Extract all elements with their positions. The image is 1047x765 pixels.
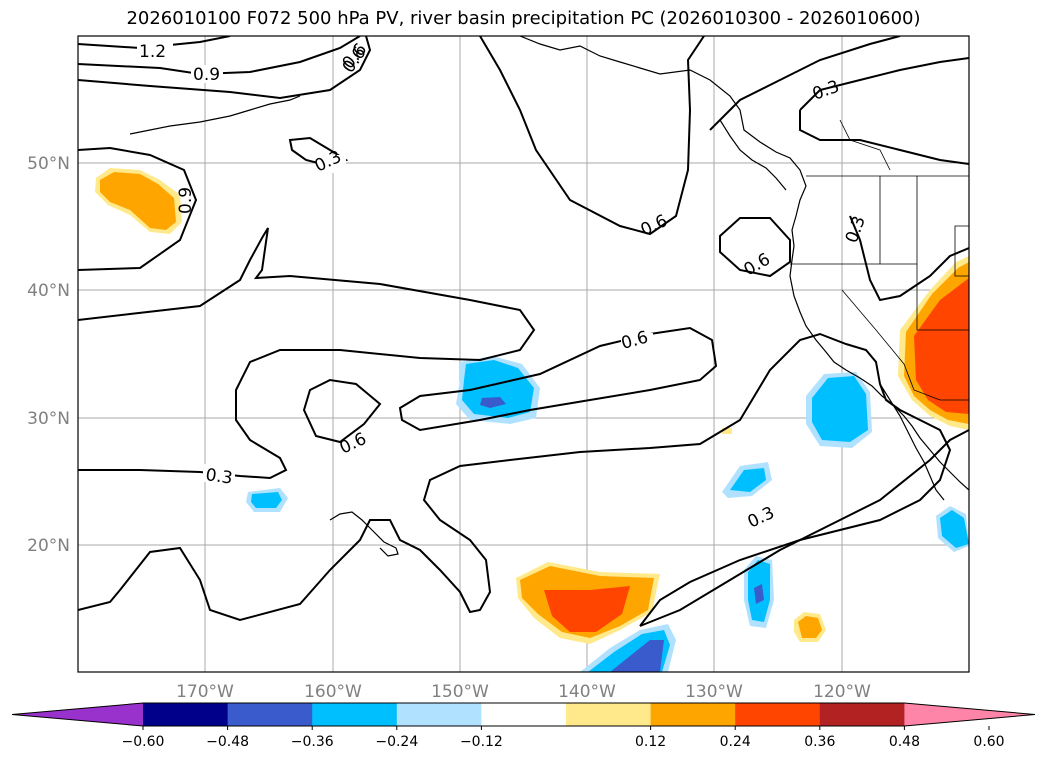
colorbar-extend-max	[904, 703, 1035, 726]
coastline-hawaii	[329, 511, 399, 557]
colorbar-tick-label: 0.12	[635, 734, 666, 750]
precip-shading	[95, 168, 969, 672]
precip-area-positive	[914, 278, 969, 414]
lat-label-30n: 30°N	[27, 409, 70, 429]
colorbar-tick-label: 0.48	[889, 734, 920, 750]
pv-contour	[302, 378, 382, 444]
colorbar-segment	[481, 703, 567, 726]
colorbar-tick-label: −0.60	[122, 734, 165, 750]
lon-label-150w: 150°W	[431, 682, 489, 702]
lon-label-120w: 120°W	[813, 682, 871, 702]
precip-area-negative	[730, 468, 766, 492]
map-frame	[77, 35, 970, 673]
precip-area-negative	[480, 397, 506, 408]
pv-contour	[799, 110, 969, 165]
precip-area-negative	[610, 640, 664, 672]
colorbar-tick-label: 0.60	[973, 734, 1004, 750]
coastline-alaska	[519, 36, 969, 491]
lon-label-130w: 130°W	[685, 682, 743, 702]
colorbar-tick-label: 0.36	[804, 734, 835, 750]
lon-label-160w: 160°W	[304, 682, 362, 702]
coastline-aleutians	[129, 95, 301, 135]
borders	[790, 119, 969, 401]
lat-label-40n: 40°N	[27, 281, 70, 301]
colorbar: −0.60 −0.48 −0.36 −0.24 −0.12 0.12 0.24 0.36 0.4…	[11, 702, 1036, 750]
lon-label-170w: 170°W	[176, 682, 234, 702]
precip-area-positive	[100, 172, 176, 230]
lat-label-20n: 20°N	[27, 536, 70, 556]
precip-area-negative	[754, 584, 764, 604]
colorbar-extend-min	[12, 703, 143, 726]
coastlines	[129, 36, 969, 557]
coastline-bc	[719, 119, 787, 191]
pv-contour	[78, 36, 361, 76]
colorbar-tick-label: −0.36	[291, 734, 334, 750]
colorbar-segment	[819, 703, 905, 726]
pv-contours	[78, 36, 969, 627]
colorbar-tick-label: −0.12	[460, 734, 503, 750]
colorbar-segment	[143, 703, 229, 726]
lat-labels: 50°N 40°N 30°N 20°N	[27, 154, 70, 556]
coastline-baja	[879, 383, 945, 501]
pv-contour	[479, 36, 705, 236]
pv-contour	[799, 57, 969, 111]
pv-contour	[78, 146, 198, 271]
contour-label: 1.2	[139, 42, 166, 62]
colorbar-segment	[312, 703, 398, 726]
contour-label: 0.9	[193, 65, 220, 85]
pv-contour	[398, 326, 718, 432]
pv-contour	[78, 36, 372, 100]
lon-label-140w: 140°W	[558, 682, 616, 702]
colorbar-segment	[650, 703, 736, 726]
precip-area-negative	[251, 492, 282, 508]
pv-contour	[639, 429, 969, 627]
pv-contour	[709, 36, 901, 131]
colorbar-tick-label: 0.24	[720, 734, 751, 750]
precip-area-negative	[940, 510, 969, 548]
precip-area-positive	[798, 616, 822, 638]
precip-area-positive	[544, 586, 630, 632]
pv-contour	[849, 215, 969, 302]
colorbar-segment	[735, 703, 821, 726]
lat-label-50n: 50°N	[27, 154, 70, 174]
gridlines	[78, 36, 969, 672]
contour-label: 0.3	[204, 465, 234, 489]
colorbar-segment	[566, 703, 652, 726]
map-title: 2026010100 F072 500 hPa PV, river basin …	[126, 8, 921, 29]
pv-contour	[78, 227, 536, 480]
precip-area-negative	[462, 360, 534, 418]
map-background	[78, 36, 969, 672]
colorbar-tick-label: −0.24	[375, 734, 418, 750]
lon-labels: 170°W 160°W 150°W 140°W 130°W 120°W	[176, 682, 871, 702]
precip-area-negative	[812, 376, 868, 442]
colorbar-segment	[396, 703, 482, 726]
colorbar-tick-label: −0.48	[206, 734, 249, 750]
colorbar-segment	[227, 703, 313, 726]
contour-label: 0.9	[176, 187, 196, 214]
pv-contour	[719, 217, 791, 278]
